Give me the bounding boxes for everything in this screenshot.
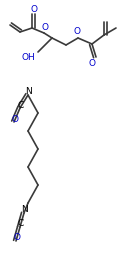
Text: OH: OH bbox=[21, 53, 35, 61]
Text: O: O bbox=[88, 59, 95, 68]
Text: N: N bbox=[26, 87, 32, 96]
Text: N: N bbox=[22, 206, 28, 215]
Text: C: C bbox=[18, 101, 24, 110]
Text: O: O bbox=[30, 4, 38, 13]
Text: C: C bbox=[18, 219, 24, 229]
Text: O: O bbox=[42, 24, 49, 33]
Text: O: O bbox=[11, 115, 18, 124]
Text: O: O bbox=[74, 27, 80, 36]
Text: O: O bbox=[14, 233, 21, 242]
